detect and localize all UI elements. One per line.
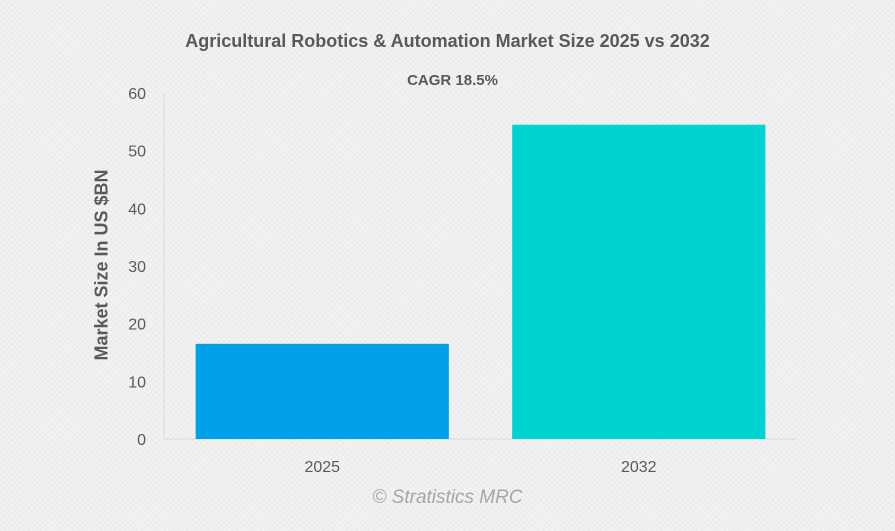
y-tick-label: 60: [128, 86, 146, 103]
y-tick-label: 30: [128, 259, 146, 276]
chart-title: Agricultural Robotics & Automation Marke…: [185, 31, 710, 51]
chart-subtitle: CAGR 18.5%: [407, 72, 498, 89]
watermark: © Stratistics MRC: [372, 487, 523, 508]
x-tick-label: 2025: [304, 459, 340, 476]
y-tick-label: 50: [128, 144, 146, 161]
bar-2032: [512, 124, 766, 439]
y-tick-label: 0: [137, 432, 146, 449]
y-tick-label: 20: [128, 317, 146, 334]
y-tick-label: 40: [128, 201, 146, 218]
bar-2025: [195, 343, 449, 439]
x-tick-label: 2032: [621, 459, 657, 476]
y-tick-label: 10: [128, 374, 146, 391]
